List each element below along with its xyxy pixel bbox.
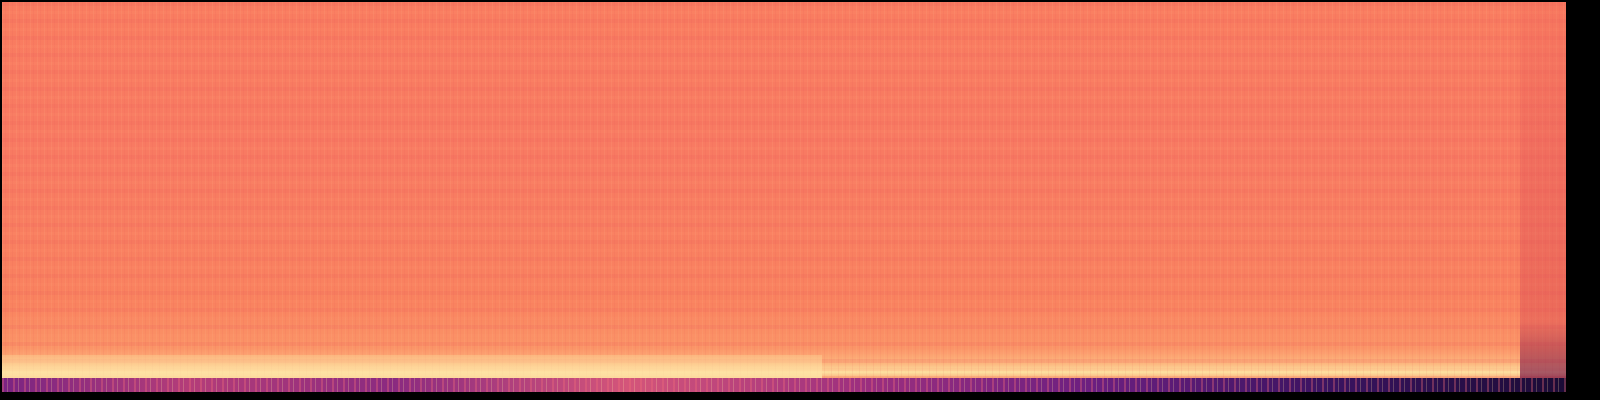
heatmap-low-band: [2, 378, 1566, 392]
heatmap-light-band: [2, 355, 822, 378]
heatmap-body: [2, 2, 1566, 378]
heatmap-right-edge: [1520, 2, 1566, 378]
